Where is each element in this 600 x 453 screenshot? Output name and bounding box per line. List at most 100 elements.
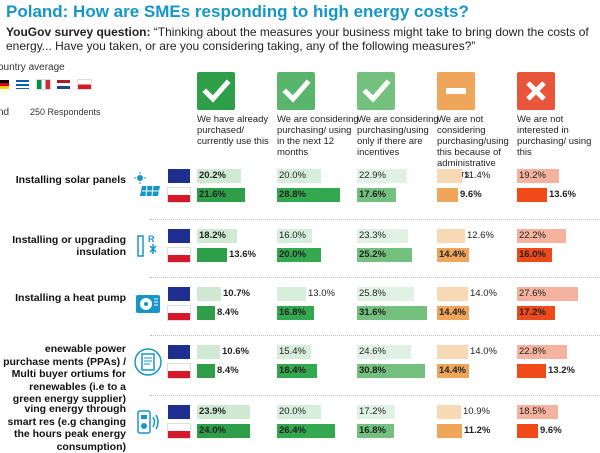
flag-poland-icon (167, 247, 191, 263)
row-separator (150, 335, 600, 336)
legend-text: nd (0, 107, 10, 118)
data-label: 18.5% (519, 406, 546, 417)
country-average-label: ountry average (0, 62, 65, 73)
data-label: 23.9% (199, 406, 226, 417)
data-label: 12.6% (467, 230, 494, 241)
bar-country-average (277, 229, 312, 243)
bar-poland (517, 188, 547, 202)
data-label: 10.9% (463, 406, 490, 417)
data-label: 20.0% (279, 249, 306, 260)
cross-icon (517, 72, 555, 110)
flag-poland-icon (167, 305, 191, 321)
flag-eu-icon (168, 169, 190, 183)
measure-label: Installing or upgrading insulation (12, 233, 126, 259)
data-label: 26.4% (279, 425, 306, 436)
data-label: 10.7% (223, 288, 250, 299)
bar-poland (357, 424, 394, 438)
column-label: We are considering purchasing/using only… (357, 114, 439, 158)
bar-country-average (197, 345, 220, 359)
respondents-count: 250 Respondents (30, 107, 101, 117)
bar-country-average (197, 405, 250, 419)
data-label: 27.6% (519, 288, 546, 299)
measure-label: Installing solar panels (15, 173, 126, 186)
document-icon (134, 348, 162, 376)
data-label: 8.4% (217, 307, 239, 318)
bar-country-average (517, 169, 559, 183)
data-label: 16.8% (359, 425, 386, 436)
row-separator (150, 219, 600, 220)
data-label: 11.4% (464, 170, 491, 181)
data-label: 16.0% (279, 230, 306, 241)
column-label: We have already purchased/ currently use… (197, 114, 269, 147)
bar-poland (517, 248, 552, 262)
data-label: 13.6% (549, 189, 576, 200)
smart-meter-icon (134, 408, 162, 436)
flag-italy-icon (35, 79, 51, 90)
bar-country-average (277, 405, 321, 419)
data-label: 14.4% (439, 365, 466, 376)
data-label: 17.6% (359, 189, 386, 200)
bar-country-average (517, 287, 578, 301)
insulation-icon: R (134, 232, 162, 260)
bar-poland (517, 424, 538, 438)
bar-poland (277, 188, 340, 202)
bar-country-average (277, 345, 311, 359)
bar-poland (277, 424, 335, 438)
data-label: 17.2% (359, 406, 386, 417)
flag-poland-icon (167, 187, 191, 203)
survey-question-prefix: YouGov survey question: (6, 25, 151, 39)
survey-question-text: “Thinking about the measures your busine… (6, 25, 589, 53)
data-label: 8.4% (217, 365, 239, 376)
data-label: 25.8% (359, 288, 386, 299)
bar-poland (197, 424, 250, 438)
flag-eu-icon (168, 287, 190, 301)
data-label: 16.8% (279, 307, 306, 318)
data-label: 18.4% (279, 365, 306, 376)
bar-country-average (437, 287, 468, 301)
bar-poland (437, 188, 458, 202)
data-label: 14.0% (470, 346, 497, 357)
survey-question: YouGov survey question: “Thinking about … (6, 25, 600, 53)
data-label: 21.6% (199, 189, 226, 200)
data-label: 19.2% (519, 170, 546, 181)
column-header-considering_12m: We are considering purchasing/ using in … (277, 72, 359, 158)
measure-label: Installing a heat pump (15, 291, 126, 304)
check-icon (357, 72, 395, 110)
bar-poland (197, 364, 215, 378)
data-label: 24.0% (199, 425, 226, 436)
data-label: 22.8% (519, 346, 546, 357)
data-label: 24.6% (359, 346, 386, 357)
column-header-considering_incentives: We are considering purchasing/using only… (357, 72, 439, 158)
bar-poland (517, 364, 546, 378)
flag-netherlands-icon (57, 80, 71, 89)
bar-country-average (357, 345, 411, 359)
country-flags (0, 79, 94, 90)
data-label: 20.0% (279, 406, 306, 417)
check-icon (277, 72, 315, 110)
data-label: 22.2% (519, 230, 546, 241)
bar-country-average (437, 345, 468, 359)
data-label: 14.4% (439, 249, 466, 260)
bar-poland (197, 306, 215, 320)
column-header-not_interested: We are not interested in purchasing/ usi… (517, 72, 599, 158)
bar-country-average (517, 345, 567, 359)
data-label: 15.4% (279, 346, 306, 357)
bar-poland (357, 248, 412, 262)
column-header-purchased: We have already purchased/ currently use… (197, 72, 279, 147)
data-label: 13.0% (308, 288, 335, 299)
bar-country-average (357, 169, 407, 183)
data-label: 28.8% (279, 189, 306, 200)
bar-poland (357, 306, 427, 320)
bar-poland (437, 424, 462, 438)
measure-label: enewable power purchase ments (PPAs) / M… (3, 343, 126, 406)
bar-poland (197, 188, 245, 202)
data-label: 23.3% (359, 230, 386, 241)
data-label: 30.8% (359, 365, 386, 376)
data-label: 13.6% (229, 249, 256, 260)
bar-country-average (517, 405, 558, 419)
bar-poland (437, 248, 469, 262)
bar-country-average (517, 229, 566, 243)
data-label: 14.0% (470, 288, 497, 299)
data-label: 25.2% (359, 249, 386, 260)
bar-poland (277, 364, 317, 378)
